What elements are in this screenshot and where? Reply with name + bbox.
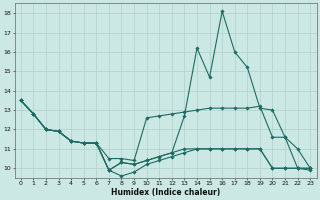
X-axis label: Humidex (Indice chaleur): Humidex (Indice chaleur) (111, 188, 220, 197)
